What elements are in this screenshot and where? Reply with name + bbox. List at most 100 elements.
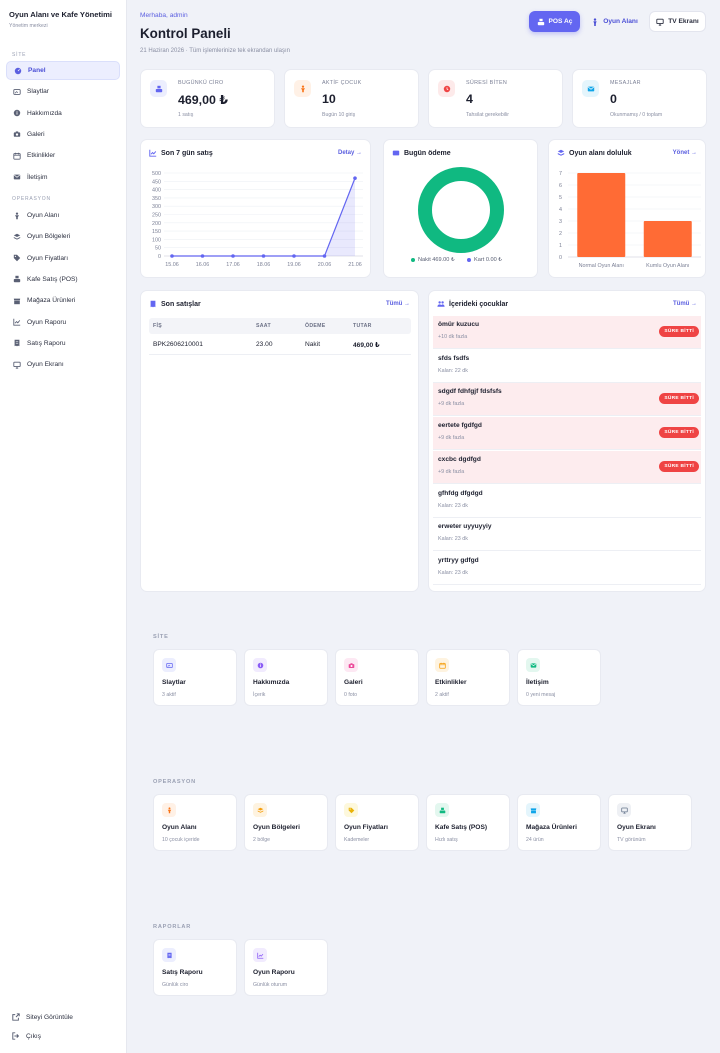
list-item[interactable]: sfds fsdfs Kalan: 22 dk xyxy=(433,350,701,383)
child-time: Kalan: 22 dk xyxy=(438,367,468,374)
sidebar-item-receipt[interactable]: Satış Raporu xyxy=(6,334,120,353)
data-point[interactable] xyxy=(200,254,205,258)
sidebar-item-layers[interactable]: Oyun Bölgeleri xyxy=(6,227,120,246)
y-tick-label: 1 xyxy=(559,243,562,249)
tile-store[interactable]: Mağaza Ürünleri 24 ürün xyxy=(517,794,601,851)
children-all-link[interactable]: Tümü → xyxy=(673,301,697,307)
legend-cash-text: Nakit 469.00 ₺ xyxy=(418,257,455,263)
child-name: sfds fsdfs xyxy=(438,354,470,362)
tile-cash-register[interactable]: Kafe Satış (POS) Hızlı satış xyxy=(426,794,510,851)
data-point[interactable] xyxy=(170,254,174,258)
calendar-icon xyxy=(435,658,449,672)
layers-icon xyxy=(13,233,21,241)
sidebar-item-label: Oyun Bölgeleri xyxy=(27,233,71,241)
camera-icon xyxy=(13,130,21,138)
occupancy-manage-link[interactable]: Yönet → xyxy=(672,150,697,156)
tile-layers[interactable]: Oyun Bölgeleri 2 bölge xyxy=(244,794,328,851)
sidebar-item-cash-register[interactable]: Kafe Satış (POS) xyxy=(6,270,120,289)
sidebar-item-camera[interactable]: Galeri xyxy=(6,125,120,144)
list-item[interactable]: eertete fgdfgd +9 dk fazla SÜRE BİTTİ xyxy=(433,417,701,451)
sidebar-item-line-chart[interactable]: Oyun Raporu xyxy=(6,313,120,332)
sidebar-item-dashboard[interactable]: Panel xyxy=(6,61,120,80)
sales-chart-card: Son 7 gün satış Detay → 0 50 100 150 200 250 3… xyxy=(140,139,371,278)
stat-messages-label: MESAJLAR xyxy=(610,80,641,86)
tile-tag[interactable]: Oyun Fiyatları Kademeler xyxy=(335,794,419,851)
sidebar-item-child[interactable]: Oyun Alanı xyxy=(6,206,120,225)
occupancy-chart-card: Oyun alanı doluluk Yönet → 0 1 2 3 4 5 6 7 Norma… xyxy=(548,139,706,278)
y-tick-label: 3 xyxy=(559,219,562,225)
data-point[interactable] xyxy=(322,254,327,258)
stat-messages-card: MESAJLAR 0 Okunmamış / 0 toplam xyxy=(572,69,707,128)
info-icon xyxy=(13,109,21,117)
sidebar-item-mail[interactable]: İletişim xyxy=(6,168,120,187)
data-point[interactable] xyxy=(292,254,296,258)
tile-title: Etkinlikler xyxy=(435,679,467,686)
slides-icon xyxy=(13,88,21,96)
data-point[interactable] xyxy=(353,176,357,180)
stat-active-children-label: AKTİF ÇOCUK xyxy=(322,80,362,86)
receipt-icon xyxy=(13,339,21,347)
tile-title: İletişim xyxy=(526,679,549,686)
tile-slides[interactable]: Slaytlar 3 aktif xyxy=(153,649,237,706)
tv-screen-button[interactable]: TV Ekranı xyxy=(649,11,706,32)
data-point[interactable] xyxy=(261,254,266,258)
info-icon xyxy=(253,658,267,672)
list-item[interactable]: gfhfdg dfgdgd Kalan: 23 dk xyxy=(433,485,701,518)
child-time: +9 dk fazla xyxy=(438,401,465,408)
tile-subtitle: 0 yeni mesaj xyxy=(526,692,556,698)
tv-screen-label: TV Ekranı xyxy=(668,18,699,25)
x-tick-label: 21.06 xyxy=(348,262,362,268)
child-name: ömür kuzucu xyxy=(438,321,480,328)
stat-revenue-value: 469,00 ₺ xyxy=(178,93,228,107)
sidebar-item-info[interactable]: Hakkımızda xyxy=(6,104,120,123)
list-item[interactable]: sdgdf fdhfgjf fdsfsfs +9 dk fazla SÜRE BİT… xyxy=(433,383,701,417)
sidebar-item-monitor[interactable]: Oyun Ekranı xyxy=(6,355,120,374)
data-point[interactable] xyxy=(231,254,235,258)
stat-expired-label: SÜRESİ BİTEN xyxy=(466,80,508,86)
list-item[interactable]: cxcbc dgdfgd +9 dk fazla SÜRE BİTTİ xyxy=(433,450,701,484)
list-item[interactable]: yrttryy gdfgd Kalan: 23 dk xyxy=(433,552,701,585)
recent-sales-title: Son satışlar xyxy=(149,300,201,308)
tile-monitor[interactable]: Oyun Ekranı TV görünüm xyxy=(608,794,692,851)
tile-title: Galeri xyxy=(344,679,363,686)
list-item[interactable]: erweter uyyuyyiy Kalan: 23 dk xyxy=(433,518,701,552)
tile-child[interactable]: Oyun Alanı 10 çocuk içeride xyxy=(153,794,237,851)
child-time: Kalan: 23 dk xyxy=(438,502,468,509)
play-area-button[interactable]: Oyun Alanı xyxy=(586,11,643,32)
calendar-icon xyxy=(13,152,21,160)
stat-revenue-label: BUGÜNKÜ CİRO xyxy=(178,80,224,86)
x-tick-label: 15.06 xyxy=(165,262,179,268)
pie-slice-nakit[interactable] xyxy=(418,167,504,253)
tile-title: Oyun Raporu xyxy=(253,969,295,976)
sidebar-item-calendar[interactable]: Etkinlikler xyxy=(6,146,120,165)
legend-cash-dot xyxy=(411,258,415,262)
child-name: yrttryy gdfgd xyxy=(438,556,479,564)
col-total: TUTAR xyxy=(353,323,372,329)
logout-link[interactable]: Çıkış xyxy=(12,1032,41,1040)
tile-camera[interactable]: Galeri 0 foto xyxy=(335,649,419,706)
tile-calendar[interactable]: Etkinlikler 2 aktif xyxy=(426,649,510,706)
tile-title: Slaytlar xyxy=(162,679,186,686)
sidebar-item-store[interactable]: Mağaza Ürünleri xyxy=(6,291,120,310)
row-divider xyxy=(149,354,411,355)
tag-icon xyxy=(13,254,21,262)
child-time: Kalan: 23 dk xyxy=(438,569,468,576)
bar[interactable] xyxy=(643,221,692,257)
tile-line-chart[interactable]: Oyun Raporu Günlük oturum xyxy=(244,939,328,996)
child-time: +10 dk fazla xyxy=(438,334,468,340)
tile-mail[interactable]: İletişim 0 yeni mesaj xyxy=(517,649,601,706)
list-item[interactable]: ömür kuzucu +10 dk fazla SÜRE BİTTİ xyxy=(433,316,701,349)
sales-detail-link[interactable]: Detay → xyxy=(337,150,362,156)
pos-open-button[interactable]: POS Aç xyxy=(529,11,580,32)
line-chart-icon xyxy=(253,948,267,962)
view-site-link[interactable]: Siteyi Görüntüle xyxy=(12,1013,73,1021)
tile-receipt[interactable]: Satış Raporu Günlük ciro xyxy=(153,939,237,996)
recent-sales-all-link[interactable]: Tümü → xyxy=(386,301,410,307)
y-tick-label: 350 xyxy=(152,196,161,202)
tile-info[interactable]: Hakkımızda İçerik xyxy=(244,649,328,706)
bar[interactable] xyxy=(577,173,626,257)
sidebar-item-slides[interactable]: Slaytlar xyxy=(6,82,120,101)
cash-register-icon xyxy=(150,80,167,97)
sidebar-item-tag[interactable]: Oyun Fiyatları xyxy=(6,249,120,268)
store-icon xyxy=(13,297,21,305)
